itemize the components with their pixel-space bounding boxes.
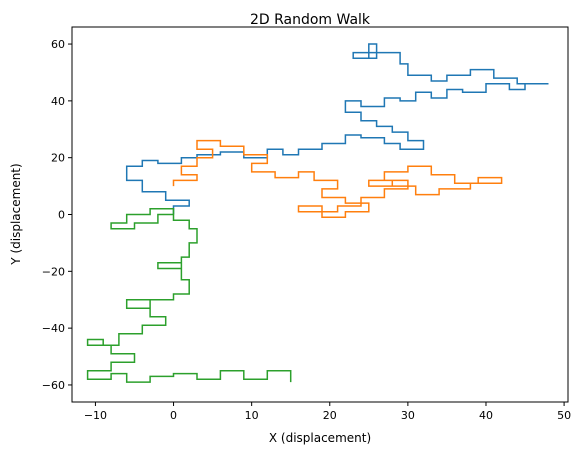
x-axis-label: X (displacement) [269, 431, 371, 445]
x-axis: −10 0 10 20 30 40 50 [84, 402, 571, 422]
y-tick-label: 40 [51, 95, 65, 108]
y-tick-label: −20 [42, 265, 65, 278]
series-layer [86, 43, 549, 383]
series-line-1 [125, 43, 549, 215]
x-tick-label: 20 [323, 409, 337, 422]
y-tick-label: −60 [42, 379, 65, 392]
y-tick-label: 0 [58, 209, 65, 222]
series-line-2 [172, 139, 503, 219]
x-tick-label: 0 [170, 409, 177, 422]
chart-title: 2D Random Walk [250, 12, 371, 28]
y-axis-label: Y (displacement) [9, 163, 23, 265]
y-tick-label: 20 [51, 152, 65, 165]
y-tick-label: −40 [42, 322, 65, 335]
x-tick-label: 50 [557, 409, 571, 422]
y-tick-label: 60 [51, 38, 65, 51]
x-tick-label: −10 [84, 409, 107, 422]
series-line-3 [86, 208, 292, 383]
x-tick-label: 40 [479, 409, 493, 422]
x-tick-label: 30 [401, 409, 415, 422]
y-axis: −60 −40 −20 0 20 40 60 [42, 38, 72, 392]
x-tick-label: 10 [245, 409, 259, 422]
